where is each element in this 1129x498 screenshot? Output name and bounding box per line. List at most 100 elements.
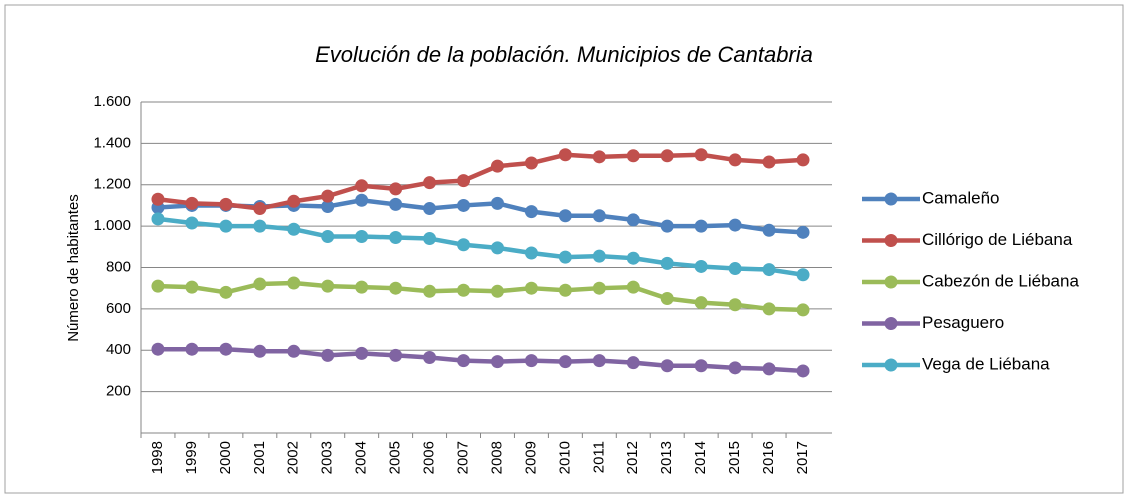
data-point [728, 361, 742, 375]
data-point [728, 298, 742, 312]
y-tick-label: 200 [106, 383, 131, 400]
data-point [219, 197, 233, 211]
data-point [185, 280, 199, 294]
data-point [626, 149, 640, 163]
data-point [321, 348, 335, 362]
data-point [457, 238, 471, 252]
legend-marker [884, 358, 898, 372]
data-point [694, 359, 708, 373]
x-tick-label: 1998 [149, 441, 166, 474]
data-point [151, 279, 165, 293]
data-point [592, 281, 606, 295]
data-point [355, 280, 369, 294]
x-tick-label: 2013 [658, 441, 675, 474]
data-point [389, 281, 403, 295]
data-point [389, 182, 403, 196]
x-tick-label: 2003 [319, 441, 336, 474]
data-point [490, 241, 504, 255]
data-point [558, 355, 572, 369]
legend-label: Camaleño [922, 188, 1000, 207]
data-point [321, 189, 335, 203]
data-point [660, 219, 674, 233]
data-point [185, 196, 199, 210]
data-point [253, 277, 267, 291]
data-point [626, 213, 640, 227]
legend-marker [884, 275, 898, 289]
data-point [219, 342, 233, 356]
data-point [457, 354, 471, 368]
data-point [321, 279, 335, 293]
x-tick-label: 2012 [624, 441, 641, 474]
data-point [796, 225, 810, 239]
data-point [796, 268, 810, 282]
data-point [253, 219, 267, 233]
data-point [626, 280, 640, 294]
data-point [287, 222, 301, 236]
y-tick-label: 600 [106, 300, 131, 317]
x-tick-label: 2017 [794, 441, 811, 474]
legend-marker [884, 317, 898, 330]
y-tick-label: 400 [106, 341, 131, 358]
data-point [423, 232, 437, 246]
data-point [524, 354, 538, 368]
data-point [185, 342, 199, 356]
data-point [762, 302, 776, 316]
data-point [457, 198, 471, 212]
x-tick-label: 2001 [251, 441, 268, 474]
data-point [524, 205, 538, 219]
chart-title: Evolución de la población. Municipios de… [315, 42, 813, 67]
x-tick-label: 2015 [726, 441, 743, 474]
data-point [355, 229, 369, 243]
y-tick-label: 1.400 [93, 134, 131, 151]
data-point [660, 292, 674, 306]
data-point [524, 281, 538, 295]
data-point [592, 209, 606, 223]
data-point [728, 218, 742, 232]
legend-label: Cabezón de Liébana [922, 271, 1079, 290]
data-point [490, 284, 504, 298]
x-tick-label: 2011 [590, 441, 607, 473]
x-tick-label: 2006 [421, 441, 438, 474]
data-point [762, 223, 776, 237]
data-point [321, 229, 335, 243]
data-point [389, 348, 403, 362]
data-point [558, 209, 572, 223]
data-point [592, 354, 606, 368]
data-point [219, 285, 233, 299]
data-point [287, 276, 301, 290]
x-tick-label: 2007 [454, 441, 471, 474]
data-point [355, 179, 369, 193]
data-point [151, 342, 165, 356]
data-point [660, 256, 674, 270]
x-tick-label: 2010 [556, 441, 573, 474]
data-point [389, 197, 403, 211]
legend-marker [884, 192, 898, 206]
data-point [694, 148, 708, 162]
legend-label: Cillórigo de Liébana [922, 230, 1073, 249]
chart-border [4, 4, 1124, 494]
data-point [490, 159, 504, 173]
data-point [694, 219, 708, 233]
data-point [219, 219, 233, 233]
data-point [626, 251, 640, 265]
data-point [151, 212, 165, 226]
x-tick-label: 2000 [217, 441, 234, 474]
legend-label: Pesaguero [922, 313, 1004, 332]
data-point [151, 192, 165, 206]
data-point [457, 283, 471, 297]
data-point [694, 296, 708, 310]
data-point [524, 246, 538, 260]
data-point [389, 231, 403, 245]
data-point [287, 344, 301, 358]
data-point [524, 156, 538, 170]
data-point [762, 362, 776, 376]
legend-label: Vega de Liébana [922, 354, 1050, 373]
data-point [423, 284, 437, 298]
y-tick-label: 1.200 [93, 176, 131, 193]
legend-marker [884, 234, 898, 247]
data-point [423, 176, 437, 190]
x-tick-label: 2004 [353, 441, 370, 474]
data-point [558, 250, 572, 264]
y-tick-label: 800 [106, 258, 131, 275]
